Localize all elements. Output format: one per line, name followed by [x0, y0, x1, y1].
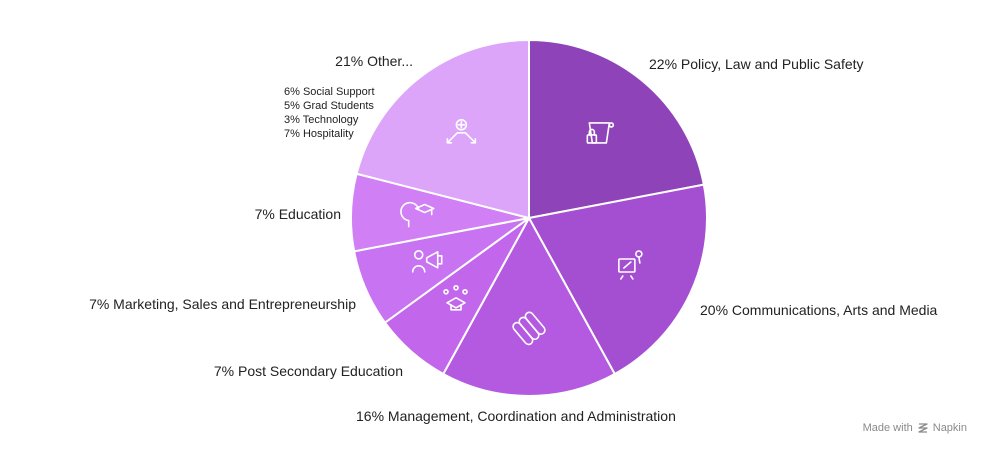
label-communications: 20% Communications, Arts and Media	[700, 302, 938, 318]
label-marketing: 7% Marketing, Sales and Entrepreneurship	[89, 296, 356, 312]
head-cap-icon	[400, 201, 435, 228]
slice-policy	[528, 38, 706, 220]
slice-icons	[400, 118, 643, 346]
label-policy: 22% Policy, Law and Public Safety	[649, 56, 864, 72]
network-person-icon	[446, 118, 477, 144]
label-education: 7% Education	[255, 206, 341, 222]
label-other: 21% Other...	[335, 53, 413, 69]
bucket-lock-icon	[586, 122, 615, 144]
graduation-cap-icon	[443, 284, 468, 311]
easel-icon	[618, 250, 643, 280]
sublabel-social-support: 6% Social Support	[284, 86, 375, 98]
label-management: 16% Management, Coordination and Adminis…	[356, 408, 676, 424]
pie-slices	[350, 38, 708, 397]
watermark-prefix: Made with	[862, 422, 913, 434]
tools-icon	[512, 311, 546, 346]
slice-management	[441, 215, 617, 397]
sublabel-grad-students: 5% Grad Students	[284, 100, 374, 112]
slice-communications	[527, 183, 708, 376]
slice-other	[355, 38, 530, 220]
sublabel-hospitality: 7% Hospitality	[284, 128, 354, 140]
sublabel-technology: 3% Technology	[284, 114, 359, 126]
made-with-napkin-watermark: Made with Napkin	[863, 422, 967, 434]
label-post-secondary: 7% Post Secondary Education	[214, 363, 403, 379]
megaphone-person-icon	[411, 250, 443, 273]
watermark-brand: Napkin	[932, 422, 967, 434]
napkin-logo-icon	[918, 423, 928, 433]
